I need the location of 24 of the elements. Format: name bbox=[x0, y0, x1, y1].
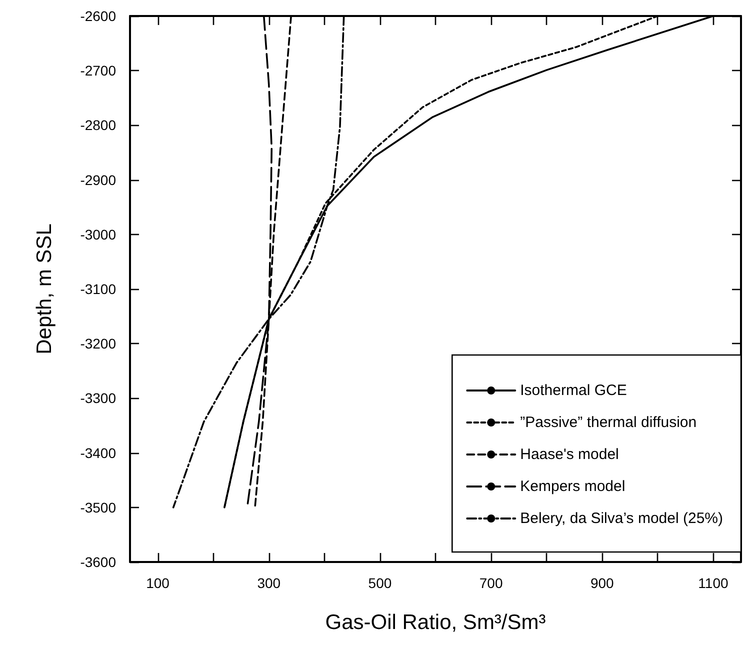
x-tick-label: 500 bbox=[368, 575, 392, 591]
legend-label: ”Passive” thermal diffusion bbox=[520, 414, 697, 431]
y-tick-label: -2600 bbox=[80, 8, 116, 24]
y-axis-title: Depth, m SSL bbox=[33, 224, 56, 354]
y-tick-label: -3000 bbox=[80, 226, 116, 242]
x-tick-label: 700 bbox=[479, 575, 503, 591]
y-tick-label: -2700 bbox=[80, 62, 116, 79]
legend-label: Belery, da Silva’s model (25%) bbox=[520, 510, 724, 527]
x-tick-label: 900 bbox=[590, 575, 614, 591]
legend-label: Haase's model bbox=[520, 446, 619, 463]
y-tick-label: -3400 bbox=[80, 444, 116, 461]
y-tick-label: -2800 bbox=[80, 117, 116, 134]
x-tick-label: 100 bbox=[146, 575, 170, 591]
legend-label: Kempers model bbox=[520, 478, 626, 495]
y-tick-label: -2900 bbox=[80, 172, 116, 188]
y-tick-label: -3100 bbox=[80, 281, 116, 297]
x-tick-label: 300 bbox=[257, 575, 281, 591]
y-tick-label: -3500 bbox=[80, 499, 116, 516]
y-tick-label: -3300 bbox=[80, 390, 116, 406]
y-tick-label: -3200 bbox=[80, 336, 116, 352]
x-tick-label: 1100 bbox=[698, 575, 728, 591]
legend-label: Isothermal GCE bbox=[520, 382, 627, 399]
x-axis-title: Gas-Oil Ratio, Sm³/Sm³ bbox=[325, 611, 546, 634]
y-tick-label: -3600 bbox=[80, 554, 116, 570]
